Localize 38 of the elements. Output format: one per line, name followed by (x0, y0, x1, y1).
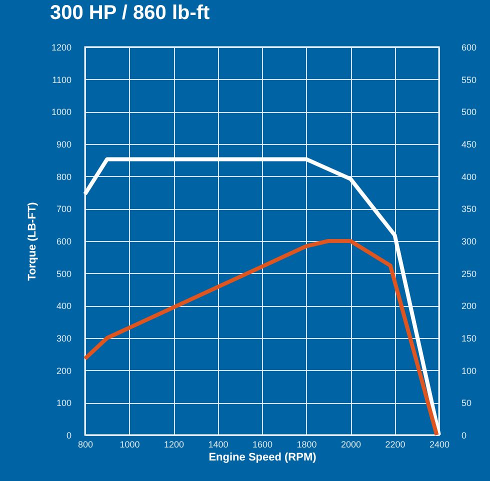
y2-tick-label: 0 (462, 430, 467, 440)
y-tick-label: 1000 (51, 107, 72, 118)
y-tick-label: 200 (56, 366, 72, 376)
x-tick-label: 1000 (120, 440, 140, 450)
y2-tick-label: 350 (462, 204, 477, 214)
y-tick-label: 300 (56, 334, 72, 344)
y2-tick-label: 150 (462, 334, 477, 344)
y-tick-label: 400 (56, 301, 72, 312)
y-tick-label: 100 (56, 398, 72, 408)
x-tick-label: 1200 (164, 440, 184, 450)
chart-title: 300 HP / 860 lb-ft (50, 2, 210, 24)
y2-tick-label: 300 (462, 236, 477, 246)
x-tick-label: 2000 (340, 440, 362, 450)
y-tick-label: 800 (56, 172, 72, 182)
y-tick-label: 0 (66, 430, 72, 440)
x-tick-label: 800 (78, 440, 94, 450)
y2-tick-label: 400 (462, 172, 477, 182)
y-tick-label: 600 (56, 236, 72, 246)
y2-tick-label: 200 (462, 301, 477, 312)
y-axis-title: Torque (LB-FT) (26, 202, 38, 281)
y2-tick-label: 250 (462, 268, 477, 279)
y2-tick-label: 600 (462, 42, 477, 52)
y-tick-label: 900 (56, 140, 72, 150)
y2-tick-label: 450 (462, 140, 477, 150)
y-tick-label: 1200 (51, 42, 72, 52)
y2-tick-label: 550 (462, 74, 477, 85)
y2-tick-label: 500 (462, 107, 477, 118)
x-tick-label: 1800 (296, 440, 317, 450)
x-tick-label: 2200 (385, 440, 406, 450)
y2-tick-label: 50 (462, 398, 472, 408)
y-tick-label: 1100 (52, 74, 72, 85)
x-tick-label: 1600 (252, 440, 273, 450)
y2-tick-label: 100 (462, 366, 477, 376)
x-axis-title: Engine Speed (RPM) (208, 452, 317, 464)
y-tick-label: 700 (56, 204, 72, 214)
x-tick-label: 2400 (429, 440, 450, 450)
y-tick-label: 500 (56, 268, 72, 279)
x-tick-label: 1400 (208, 440, 228, 450)
